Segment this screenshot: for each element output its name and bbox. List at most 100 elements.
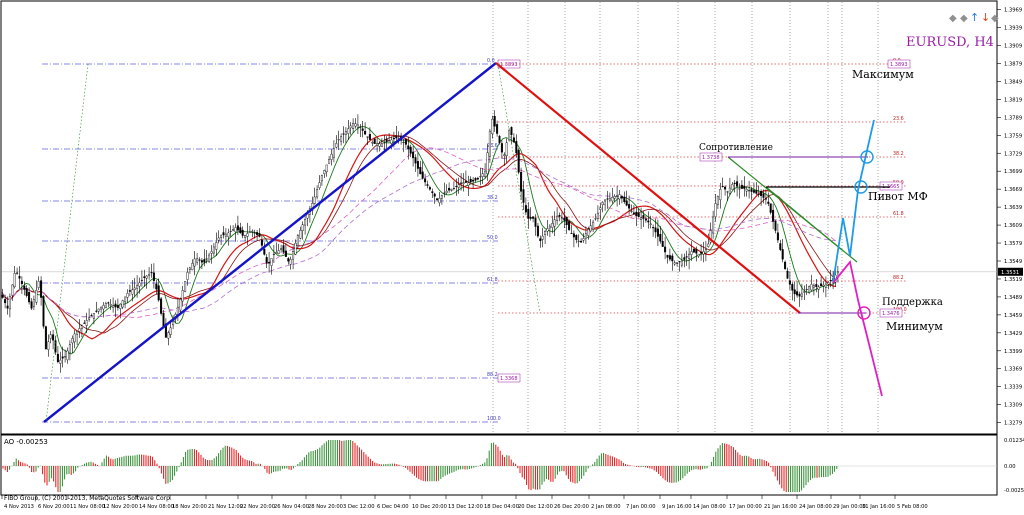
candle-body	[222, 232, 225, 236]
candle-body	[546, 228, 549, 232]
candle-body	[37, 281, 40, 288]
candle-body	[640, 217, 643, 220]
candle-body	[457, 184, 460, 188]
candle-body	[690, 251, 693, 255]
price-axis[interactable]: 1.3969 1.3939 1.3909 1.3879 1.3849 1.3819 1.37…	[997, 8, 1023, 427]
candle-body	[71, 338, 74, 344]
candle-body	[510, 127, 513, 135]
candle-body	[392, 137, 395, 140]
candle-body	[596, 212, 599, 219]
down-arrow-icon[interactable]: ↓	[981, 11, 990, 24]
candle-body	[421, 171, 424, 179]
candle-body	[512, 137, 515, 143]
candle-body	[460, 182, 463, 184]
fib-ext-price-label: 1.3665	[882, 184, 900, 190]
time-tick-label: 18 Dec 04:00	[484, 504, 519, 510]
candle-body	[772, 209, 775, 222]
candle-body	[188, 267, 191, 270]
candle-body	[714, 203, 717, 217]
trendlines	[43, 62, 890, 423]
candle-body	[476, 177, 479, 180]
candle-body	[186, 272, 189, 280]
candle-body	[196, 258, 199, 263]
time-tick-label: 21 Nov 12:00	[208, 504, 243, 510]
candle-body	[133, 287, 136, 290]
candle-body	[167, 332, 170, 339]
pivot-target-circle	[854, 180, 868, 194]
candle-body	[680, 260, 683, 266]
label-max: Максимум	[852, 68, 914, 81]
fib-ext-label: 38.2	[893, 151, 904, 157]
candle-body	[628, 204, 631, 209]
candle-body	[448, 187, 451, 191]
candle-body	[428, 187, 431, 190]
time-tick-label: 5 Feb 08:00	[897, 504, 928, 510]
candle-body	[368, 134, 371, 140]
time-tick-label: 3 Dec 12:00	[343, 504, 375, 510]
candle-body	[656, 228, 659, 237]
price-tick-label: 1.3699	[1004, 169, 1022, 175]
candle-body	[258, 233, 261, 237]
candle-body	[234, 227, 237, 233]
toolbar[interactable]: ◆ ◆ ↑ ↓ ◆	[949, 11, 999, 24]
uptrend-line	[43, 62, 497, 423]
diamond-icon[interactable]: ◆	[991, 13, 999, 24]
candle-body	[359, 126, 362, 128]
candle-body	[776, 232, 779, 241]
candle-body	[472, 179, 475, 182]
candle-body	[378, 143, 381, 147]
candle-body	[253, 232, 256, 234]
candle-body	[791, 284, 794, 291]
diamond-icon[interactable]: ◆	[949, 13, 957, 24]
candle-body	[796, 291, 799, 296]
candle-body	[575, 235, 578, 241]
candle-body	[817, 286, 820, 290]
fib-ext-label: 88.2	[893, 275, 904, 281]
candle-body	[395, 135, 398, 139]
candle-body	[335, 143, 338, 148]
candle-body	[40, 280, 43, 298]
candle-body	[625, 200, 628, 206]
candle-body	[112, 305, 115, 308]
fib-price-label: 1.3368	[500, 376, 518, 382]
candle-body	[764, 198, 767, 200]
time-tick-label: 4 Nov 2013	[4, 504, 34, 510]
candle-body	[548, 225, 551, 229]
candle-body	[157, 285, 160, 301]
candle-body	[822, 284, 825, 287]
candle-body	[184, 281, 187, 292]
candle-body	[683, 257, 686, 260]
price-tick-label: 1.3279	[1004, 421, 1022, 427]
candle-body	[179, 299, 182, 311]
candle-body	[644, 218, 647, 221]
candle-body	[781, 249, 784, 260]
candle-body	[565, 216, 568, 226]
candle-body	[23, 285, 26, 290]
candle-body	[515, 141, 518, 154]
candle-body	[268, 261, 271, 264]
price-tick-label: 1.3879	[1004, 61, 1022, 67]
candle-body	[28, 292, 31, 303]
grid	[2, 2, 997, 433]
candle-body	[433, 193, 436, 197]
candle-body	[637, 212, 640, 217]
up-arrow-icon[interactable]: ↑	[970, 11, 979, 24]
candle-body	[217, 237, 220, 241]
time-tick-label: 12 Nov 20:00	[103, 504, 138, 510]
candle-body	[544, 231, 547, 235]
candle-body	[808, 286, 811, 293]
candle-body	[493, 116, 496, 127]
candle-body	[138, 282, 141, 287]
candle-body	[668, 255, 671, 260]
candle-body	[464, 180, 467, 183]
time-tick-label: 26 Dec 20:00	[554, 504, 589, 510]
time-tick-label: 21 Jan 16:00	[764, 504, 797, 510]
price-tick-label: 1.3819	[1004, 97, 1022, 103]
candle-body	[328, 159, 331, 164]
diamond-icon[interactable]: ◆	[960, 13, 968, 24]
candle-body	[647, 220, 650, 223]
candle-body	[800, 293, 803, 297]
candle-body	[736, 181, 739, 187]
